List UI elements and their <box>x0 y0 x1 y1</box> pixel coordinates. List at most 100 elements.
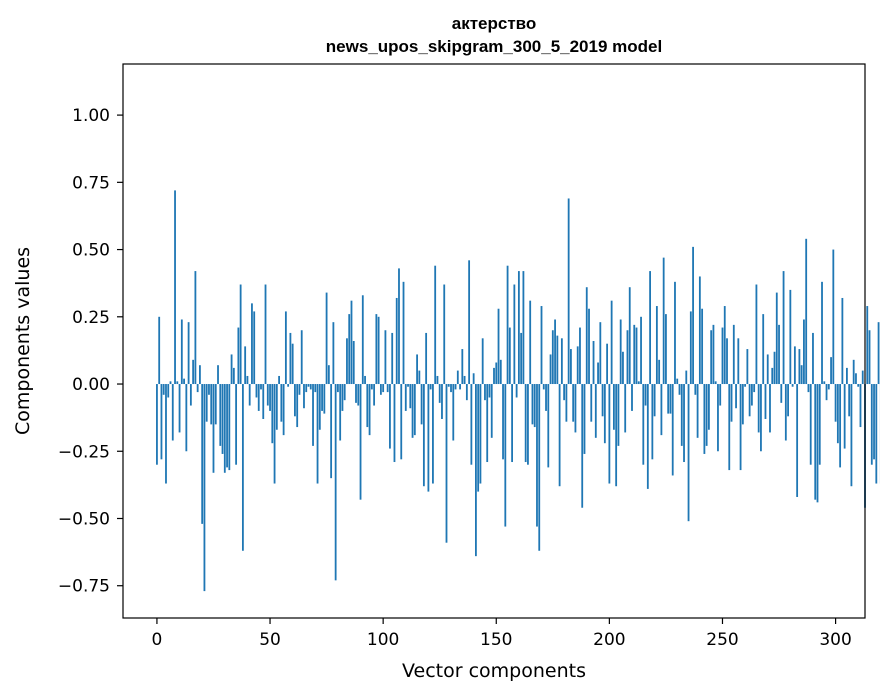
bar <box>459 384 461 390</box>
bar <box>228 384 231 471</box>
bar <box>588 308 590 385</box>
x-tick-label: 200 <box>593 630 625 650</box>
bar <box>339 384 342 441</box>
bar <box>827 384 830 390</box>
bar <box>395 297 398 385</box>
bar <box>325 292 328 385</box>
bar <box>773 351 776 385</box>
bar <box>341 384 344 411</box>
bar <box>337 384 339 393</box>
bar <box>775 292 778 385</box>
bar <box>750 384 753 406</box>
bar <box>780 384 783 403</box>
bar <box>402 281 405 385</box>
bar <box>323 384 326 414</box>
bar <box>176 381 179 385</box>
bar <box>644 384 647 406</box>
bar <box>791 384 794 387</box>
bar <box>452 384 455 441</box>
bar <box>676 378 679 385</box>
bar <box>601 384 604 417</box>
bar-series <box>156 190 880 592</box>
bar <box>660 384 663 436</box>
bar <box>269 384 271 411</box>
bar <box>443 284 446 385</box>
bar <box>361 295 364 385</box>
bar <box>468 260 471 385</box>
bar <box>687 384 690 522</box>
bar <box>375 314 378 385</box>
bar <box>438 384 441 403</box>
bar <box>404 384 407 411</box>
x-tick-label: 100 <box>367 630 399 650</box>
bar <box>757 384 760 433</box>
bar <box>567 198 570 385</box>
bar <box>484 384 486 401</box>
bar <box>479 384 482 484</box>
bar <box>226 384 228 468</box>
bar <box>549 354 552 385</box>
bar <box>703 384 706 454</box>
bar <box>739 384 742 471</box>
bar <box>606 343 609 385</box>
bar <box>812 332 814 385</box>
bar <box>420 384 423 425</box>
bar <box>698 276 701 385</box>
bar <box>377 316 380 385</box>
bar <box>432 384 434 484</box>
bar <box>180 319 183 385</box>
bar <box>832 249 835 385</box>
bar <box>787 384 789 417</box>
bar <box>194 271 197 385</box>
bar <box>255 384 258 398</box>
bar <box>551 330 554 385</box>
bar <box>219 384 222 446</box>
bar <box>680 384 683 446</box>
bar <box>612 384 615 430</box>
bar <box>230 354 233 385</box>
y-tick-label: 0.00 <box>72 375 110 395</box>
bar <box>178 384 181 433</box>
bar <box>565 384 568 422</box>
bar <box>174 190 176 385</box>
bar <box>778 324 780 385</box>
bar <box>314 384 317 393</box>
bar <box>809 384 812 465</box>
bar <box>646 384 649 489</box>
bar <box>597 362 599 385</box>
bar <box>348 314 351 385</box>
bar <box>610 300 613 385</box>
bar <box>608 384 611 484</box>
chart-subtitle: news_upos_skipgram_300_5_2019 model <box>326 37 662 56</box>
bar <box>346 338 348 385</box>
bar <box>622 351 624 385</box>
bar <box>214 384 217 425</box>
bar <box>594 384 597 438</box>
bar <box>669 384 672 414</box>
bar <box>334 384 337 581</box>
bar <box>158 316 161 385</box>
bar <box>300 330 303 385</box>
bar <box>667 384 670 414</box>
bar <box>816 384 819 503</box>
bar <box>495 362 498 385</box>
bar <box>264 284 267 385</box>
bar <box>771 367 774 385</box>
bar <box>839 384 842 468</box>
bar <box>284 311 287 385</box>
bar <box>217 365 219 385</box>
bar <box>517 271 520 385</box>
bar <box>235 384 238 465</box>
bar <box>318 384 321 430</box>
bar <box>714 381 717 385</box>
bar <box>427 384 430 492</box>
bar <box>712 324 715 385</box>
bar <box>441 384 443 419</box>
bar <box>463 375 466 385</box>
bar <box>330 384 333 479</box>
bar <box>246 375 249 385</box>
bar <box>805 238 808 385</box>
bar <box>814 384 817 500</box>
bar <box>382 384 385 393</box>
